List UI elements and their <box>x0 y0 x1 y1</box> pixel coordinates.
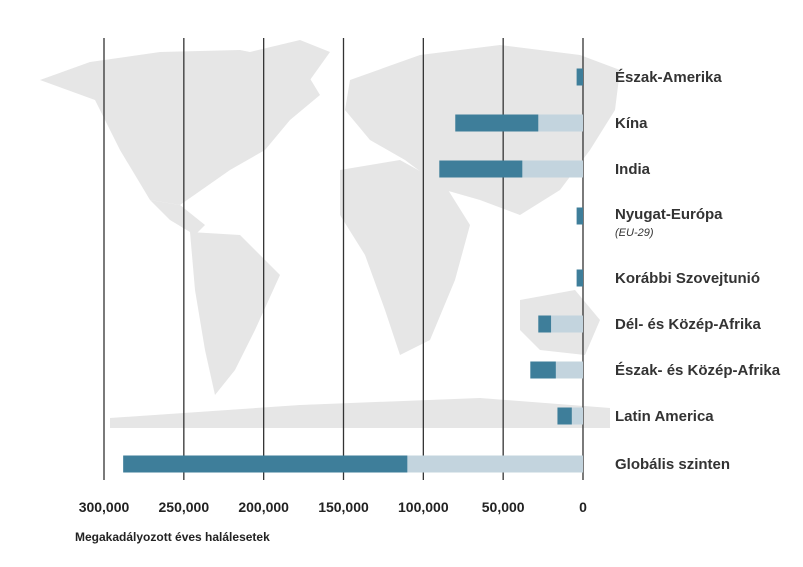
bar-segment-1-2 <box>522 160 583 178</box>
x-tick-label-0: 300,000 <box>79 499 130 515</box>
category-label-6: Észak- és Közép-Afrika <box>615 362 781 379</box>
bar-segment-1-5 <box>551 315 583 333</box>
x-tick-label-4: 100,000 <box>398 499 449 515</box>
map-greenland <box>250 40 330 85</box>
bar-segment-2-7 <box>557 407 572 425</box>
category-label-8: Globális szinten <box>615 456 730 473</box>
x-axis-title: Megakadályozott éves halálesetek <box>75 530 270 544</box>
category-label-2: India <box>615 161 651 178</box>
map-antarctica <box>110 398 610 428</box>
category-sublabel-3: (EU-29) <box>615 227 654 239</box>
map-north-america <box>40 50 320 205</box>
bar-segment-2-6 <box>530 361 556 379</box>
x-tick-label-6: 0 <box>579 499 587 515</box>
map-central-america <box>150 200 205 235</box>
category-label-7: Latin America <box>615 408 714 425</box>
category-label-3: Nyugat-Európa <box>615 206 723 223</box>
bar-segment-1-6 <box>555 361 583 379</box>
map-africa <box>340 160 470 355</box>
bar-segment-2-3 <box>576 207 583 225</box>
bar-segment-2-5 <box>538 315 552 333</box>
x-tick-labels: 300,000 250,000 200,000 150,000 100,000 50,00… <box>79 499 587 515</box>
category-label-1: Kína <box>615 115 648 132</box>
bar-segment-2-1 <box>455 114 539 132</box>
x-tick-label-3: 150,000 <box>318 499 369 515</box>
vertical-gridlines <box>103 38 584 480</box>
category-label-0: Észak-Amerika <box>615 69 722 86</box>
x-tick-label-1: 250,000 <box>159 499 210 515</box>
category-label-5: Dél- és Közép-Afrika <box>615 316 762 333</box>
bar-segment-1-7 <box>571 407 583 425</box>
bar-segment-2-0 <box>576 68 583 86</box>
bar-segment-2-4 <box>576 269 583 287</box>
bar-segment-2-8 <box>123 455 408 473</box>
bars <box>123 68 583 473</box>
x-tick-label-2: 200,000 <box>238 499 289 515</box>
category-label-4: Korábbi Szovejtunió <box>615 270 760 287</box>
bar-segment-2-2 <box>439 160 523 178</box>
map-south-america <box>190 232 280 395</box>
bar-segment-1-1 <box>538 114 583 132</box>
x-tick-label-5: 50,000 <box>482 499 525 515</box>
bar-segment-1-8 <box>407 455 583 473</box>
category-labels: Észak-Amerika Kína India Nyugat-Európa (EU-2… <box>615 69 781 473</box>
